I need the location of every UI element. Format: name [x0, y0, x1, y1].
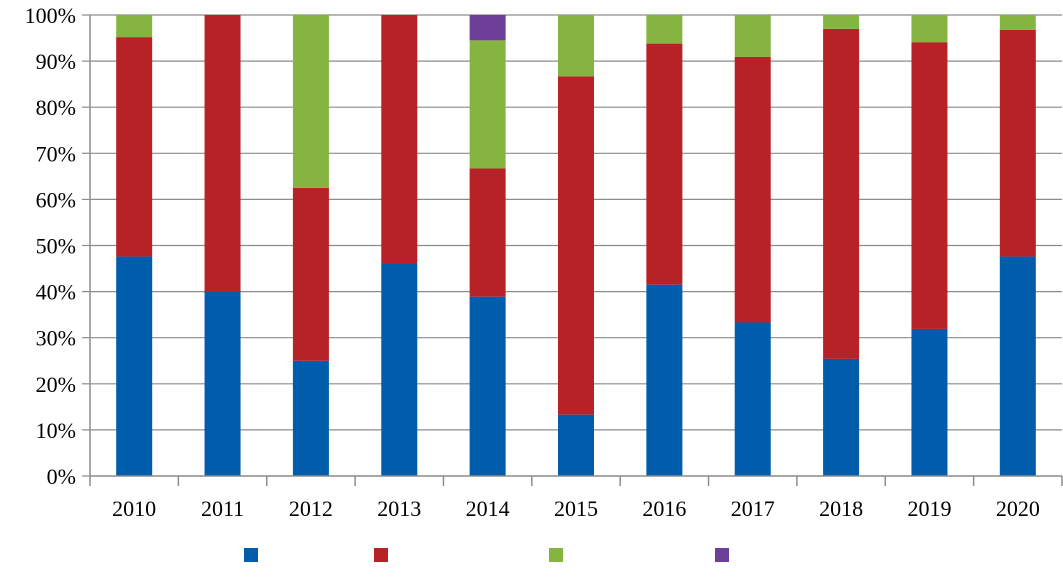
y-tick-label: 80%	[36, 95, 76, 120]
bar-segment-series-2	[558, 76, 594, 415]
bar-segment-series-3	[999, 15, 1036, 30]
y-tick-label: 50%	[36, 234, 76, 259]
x-tick-label: 2016	[642, 496, 686, 521]
bar-segment-series-2	[823, 28, 860, 359]
bars	[116, 15, 1036, 476]
y-tick-label: 20%	[36, 372, 76, 397]
bar-segment-series-1	[381, 263, 418, 476]
x-tick-label: 2014	[466, 496, 510, 521]
bar-segment-series-1	[116, 256, 153, 476]
x-tick-label: 2019	[907, 496, 951, 521]
x-axis-tick-labels: 2010 2011 2012 2013 2014 2015 2016 2017 2018 2019…	[112, 496, 1040, 521]
legend	[244, 548, 729, 562]
x-tick-label: 2013	[377, 496, 421, 521]
y-tick-label: 30%	[36, 326, 76, 351]
y-tick-label: 60%	[36, 187, 76, 212]
bar-segment-series-3	[469, 40, 506, 169]
bar-segment-series-3	[646, 15, 683, 44]
x-tick-label: 2020	[996, 496, 1040, 521]
legend-swatch-series-4	[715, 548, 729, 562]
bar-segment-series-2	[292, 187, 329, 361]
bar-segment-series-2	[116, 37, 153, 257]
x-tick-label: 2015	[554, 496, 598, 521]
legend-swatch-series-2	[374, 548, 388, 562]
bar-segment-series-3	[292, 15, 329, 188]
bar-segment-series-1	[734, 322, 771, 476]
bar-segment-series-1	[469, 296, 506, 476]
x-tick-label: 2017	[731, 496, 775, 521]
bar-segment-series-1	[646, 284, 683, 476]
y-tick-label: 0%	[47, 464, 76, 489]
bar-segment-series-2	[911, 42, 948, 329]
y-tick-label: 10%	[36, 418, 76, 443]
bar-segment-series-1	[558, 414, 594, 476]
bar-segment-series-1	[292, 360, 329, 476]
bar-segment-series-2	[469, 168, 506, 297]
y-axis-tick-labels: 0% 10% 20% 30% 40% 50% 60% 70% 80% 90% 100%	[25, 3, 76, 489]
bar-segment-series-3	[116, 15, 153, 38]
bar-segment-series-4	[469, 15, 506, 41]
bar-segment-series-3	[734, 15, 771, 57]
legend-swatch-series-3	[549, 548, 563, 562]
legend-swatch-series-1	[244, 548, 258, 562]
x-tick-label: 2018	[819, 496, 863, 521]
bar-segment-series-1	[823, 358, 860, 476]
bar-segment-series-2	[646, 43, 683, 285]
bar-segment-series-2	[999, 29, 1036, 257]
bar-segment-series-3	[823, 15, 860, 29]
axes	[82, 14, 1063, 486]
y-tick-label: 70%	[36, 141, 76, 166]
y-tick-label: 40%	[36, 280, 76, 305]
x-tick-label: 2011	[201, 496, 244, 521]
bar-segment-series-2	[381, 15, 418, 264]
bar-segment-series-1	[204, 291, 241, 476]
x-tick-label: 2010	[112, 496, 156, 521]
bar-segment-series-1	[911, 328, 948, 476]
bar-segment-series-2	[204, 15, 241, 292]
bar-segment-series-3	[558, 15, 594, 77]
y-tick-label: 100%	[25, 3, 76, 28]
x-tick-label: 2012	[289, 496, 333, 521]
bar-segment-series-1	[999, 256, 1036, 476]
bar-segment-series-2	[734, 56, 771, 323]
y-tick-label: 90%	[36, 49, 76, 74]
bar-segment-series-3	[911, 15, 948, 43]
